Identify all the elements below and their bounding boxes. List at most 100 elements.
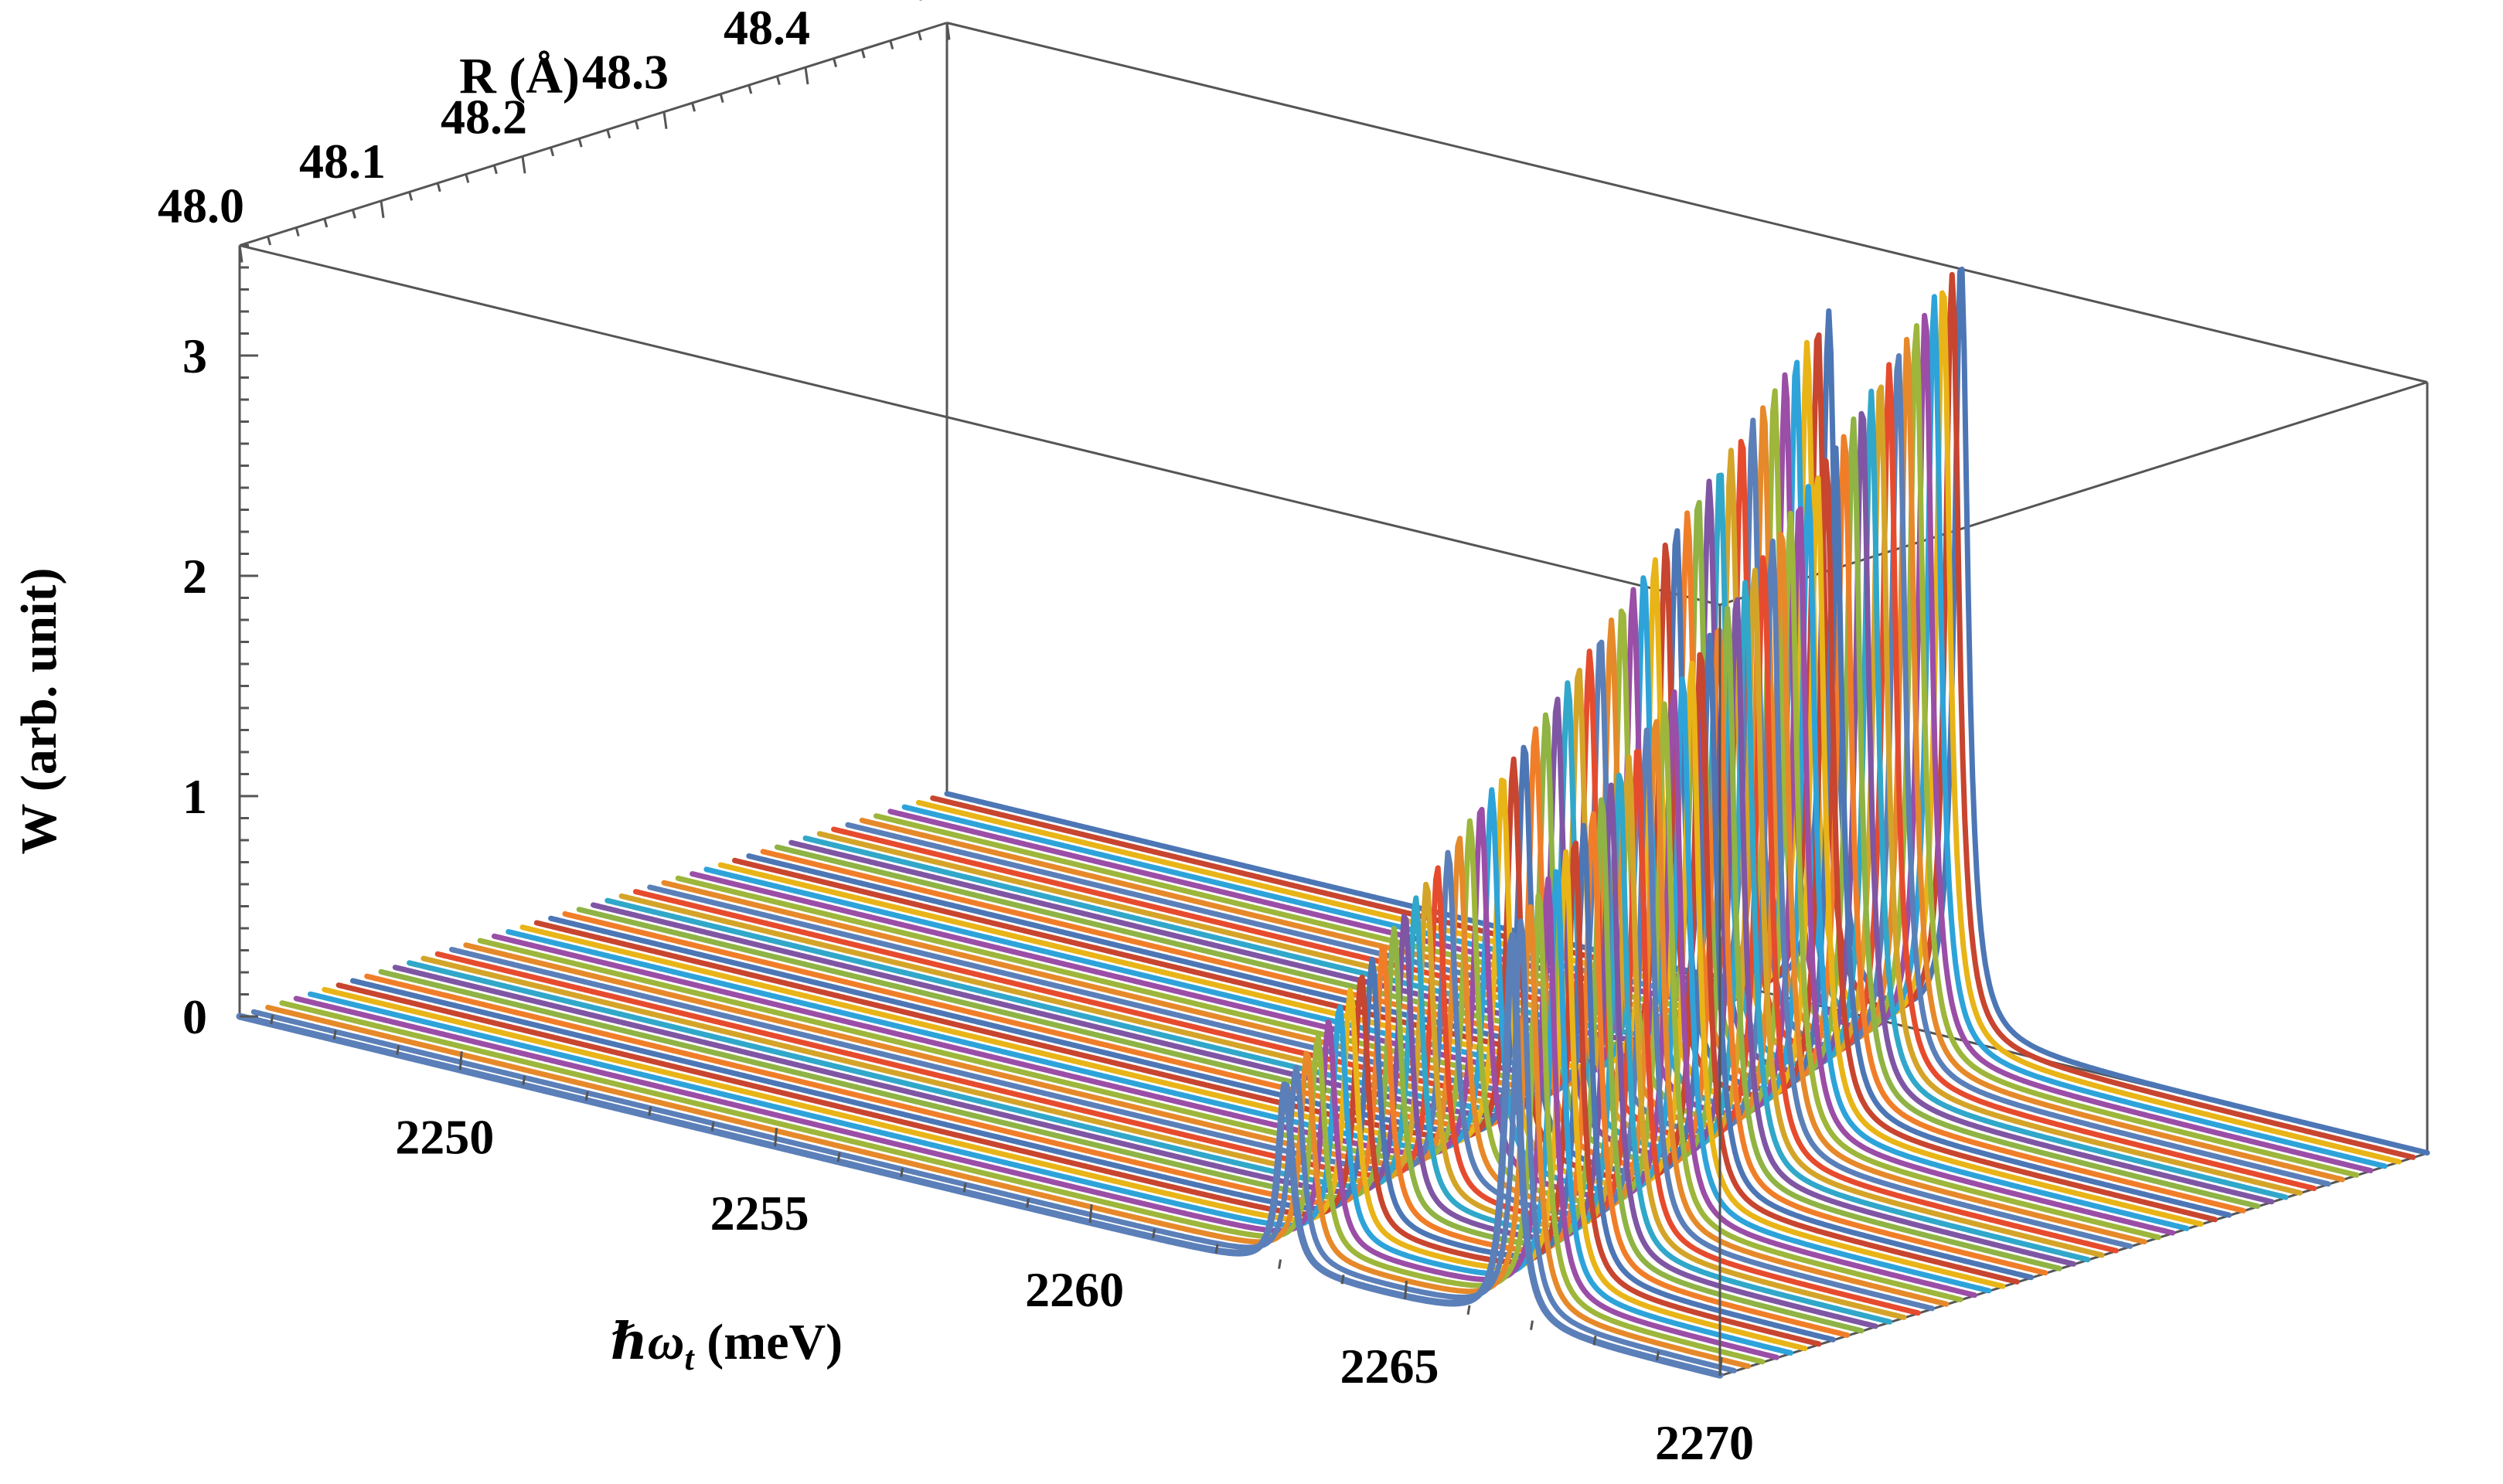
x-tick-label-2: 2260 — [1025, 1262, 1124, 1317]
y-tick-48.44 — [860, 49, 866, 59]
y-tick-48.20 — [521, 156, 526, 174]
x-tick-2258 — [962, 1183, 967, 1193]
x-tick-label-0: 2250 — [395, 1109, 494, 1164]
x-tick-label-4: 2270 — [1655, 1415, 1754, 1470]
series-line-5 — [308, 869, 1793, 1356]
y-tick-48.50 — [945, 22, 951, 40]
y-axis-title: R (Å) — [459, 48, 580, 104]
series-line-35 — [732, 458, 2218, 1223]
x-tick-2257 — [900, 1167, 904, 1178]
series-line-6 — [322, 849, 1808, 1352]
series-line-10 — [378, 797, 1864, 1334]
series-line-8 — [349, 822, 1836, 1343]
x-tick-2248 — [332, 1030, 337, 1040]
y-tick-48.30 — [662, 111, 668, 129]
x-tick-2261 — [1152, 1228, 1156, 1239]
x-tick-2264 — [1340, 1275, 1345, 1285]
x-tick-2263 — [1278, 1259, 1282, 1269]
x-tick-2265 — [1404, 1280, 1408, 1300]
x-tick-2270 — [1718, 1356, 1723, 1377]
series-line-21 — [533, 652, 2020, 1285]
y-tick-48.22 — [550, 147, 555, 157]
x-tick-label-3: 2265 — [1340, 1339, 1439, 1394]
x-tick-2250 — [458, 1051, 463, 1070]
box-edge-top-left — [239, 22, 948, 247]
x-axis-title: ℏωt (meV) — [611, 1314, 843, 1377]
y-tick-label-3: 48.3 — [582, 45, 669, 100]
series-line-15 — [449, 727, 1935, 1312]
y-tick-48.12 — [408, 191, 414, 201]
tick-marks — [238, 22, 1723, 1377]
y-tick-48.48 — [917, 31, 922, 41]
x-tick-2260 — [1088, 1204, 1093, 1224]
series-line-11 — [392, 782, 1878, 1329]
y-tick-48.00 — [238, 245, 243, 263]
x-tick-2256 — [836, 1152, 841, 1162]
x-tick-2247 — [270, 1014, 274, 1025]
x-tick-2251 — [522, 1075, 526, 1086]
series-line-9 — [364, 811, 1851, 1338]
x-tick-2259 — [1026, 1198, 1030, 1208]
x-tick-label-1: 2255 — [710, 1186, 809, 1241]
series-line-12 — [407, 772, 1893, 1325]
x-tick-2267 — [1530, 1320, 1534, 1330]
series-line-27 — [618, 567, 2105, 1258]
x-tick-2253 — [648, 1106, 652, 1116]
x-tick-2249 — [396, 1045, 400, 1055]
series-line-24 — [576, 605, 2062, 1271]
series-line-3 — [279, 893, 1766, 1365]
z-tick-label-1: 1 — [182, 769, 207, 824]
series-line-19 — [506, 676, 1992, 1294]
series-group — [236, 266, 2430, 1379]
x-tick-2254 — [710, 1122, 715, 1132]
y-tick-48.32 — [691, 102, 696, 112]
y-tick-48.46 — [889, 40, 894, 49]
series-line-18 — [491, 689, 1977, 1298]
y-tick-48.04 — [295, 227, 300, 237]
y-tick-48.08 — [351, 209, 356, 219]
y-tick-label-4: 48.4 — [724, 0, 810, 55]
y-tick-48.10 — [380, 200, 385, 219]
x-tick-2262 — [1214, 1244, 1219, 1254]
box-edge-top-front — [239, 244, 1721, 606]
y-tick-48.24 — [577, 138, 583, 148]
y-tick-48.28 — [634, 120, 639, 130]
y-tick-48.16 — [465, 173, 470, 183]
y-tick-label-5: 48.5 — [865, 0, 952, 11]
y-tick-48.14 — [436, 182, 441, 192]
series-line-50 — [944, 266, 2430, 1156]
y-tick-48.36 — [747, 84, 753, 94]
y-tick-48.02 — [267, 236, 272, 246]
x-tick-2252 — [584, 1091, 589, 1101]
x-tick-2269 — [1656, 1350, 1660, 1361]
z-axis-title: W (arb. unit) — [11, 568, 67, 855]
x-tick-2268 — [1592, 1336, 1597, 1346]
series-line-13 — [421, 754, 1907, 1320]
series-line-4 — [293, 876, 1779, 1360]
y-tick-48.18 — [492, 165, 498, 175]
y-tick-48.38 — [775, 76, 781, 86]
series-line-32 — [690, 506, 2176, 1236]
y-tick-48.34 — [719, 94, 724, 104]
x-tick-2255 — [774, 1128, 778, 1147]
y-tick-48.40 — [804, 66, 809, 85]
y-tick-48.42 — [833, 58, 838, 67]
z-tick-label-3: 3 — [182, 328, 207, 383]
y-tick-label-2: 48.2 — [441, 89, 527, 144]
series-line-7 — [335, 840, 1822, 1347]
z-tick-label-2: 2 — [182, 549, 207, 604]
x-tick-2266 — [1466, 1305, 1471, 1316]
series-line-20 — [519, 660, 2006, 1289]
box-edge-top-back — [946, 22, 2428, 383]
series-line-0 — [236, 931, 1724, 1379]
y-tick-label-0: 48.0 — [158, 179, 244, 233]
series-line-1 — [250, 918, 1737, 1373]
z-tick-label-0: 0 — [182, 989, 207, 1044]
series-line-16 — [463, 719, 1950, 1307]
tick-labels: 0 1 2 3 2250 2255 2260 2265 2270 48.0 48.1 48.2 48.3… — [158, 0, 1754, 1470]
y-tick-48.06 — [323, 218, 329, 228]
series-line-14 — [434, 749, 1921, 1316]
y-tick-48.26 — [606, 129, 611, 139]
series-line-2 — [265, 904, 1752, 1370]
